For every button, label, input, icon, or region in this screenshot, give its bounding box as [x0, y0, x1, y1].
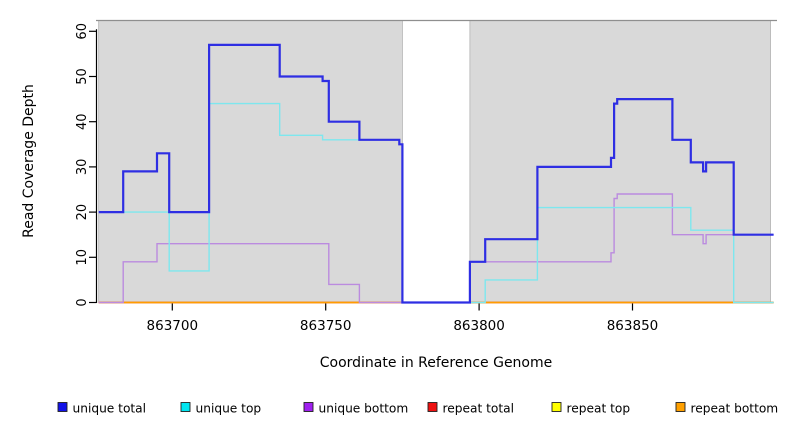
legend-swatch-unique-top [180, 402, 191, 412]
series-line-unique-total [98, 43, 774, 304]
plot-generated-layer: 0 10 20 30 40 50 60 863700 863750 863800 863850 uni… [57, 19, 779, 416]
legend-label-unique-top: unique top [196, 402, 262, 416]
legend-swatch-repeat-bottom [675, 402, 686, 412]
legend-label-repeat-top: repeat top [567, 402, 631, 416]
x-tick-label: 863800 [453, 318, 505, 334]
y-tick-label: 50 [75, 68, 90, 85]
legend-label-unique-bottom: unique bottom [319, 402, 409, 416]
y-tick-label: 0 [75, 298, 90, 306]
legend-label-repeat-bottom: repeat bottom [691, 402, 779, 416]
legend-swatch-repeat-total [427, 402, 438, 412]
x-tick-label: 863700 [147, 318, 199, 334]
legend-swatch-unique-total [57, 402, 68, 412]
legend-swatch-unique-bottom [303, 402, 314, 412]
legend-swatch-repeat-top [551, 402, 562, 412]
series-line-unique-bottom [98, 193, 774, 304]
y-tick-label: 20 [75, 204, 90, 221]
x-tick-label: 863850 [607, 318, 659, 334]
y-tick-label: 60 [75, 23, 90, 40]
y-tick-label: 40 [75, 113, 90, 130]
legend-label-unique-total: unique total [73, 402, 147, 416]
coverage-region-background [98, 20, 403, 303]
legend-label-repeat-total: repeat total [443, 402, 514, 416]
x-axis-title: Coordinate in Reference Genome [320, 355, 553, 371]
y-axis-title: Read Coverage Depth [21, 84, 37, 238]
y-tick-label: 10 [75, 249, 90, 266]
y-tick-label: 30 [75, 159, 90, 176]
x-tick-label: 863750 [300, 318, 352, 334]
